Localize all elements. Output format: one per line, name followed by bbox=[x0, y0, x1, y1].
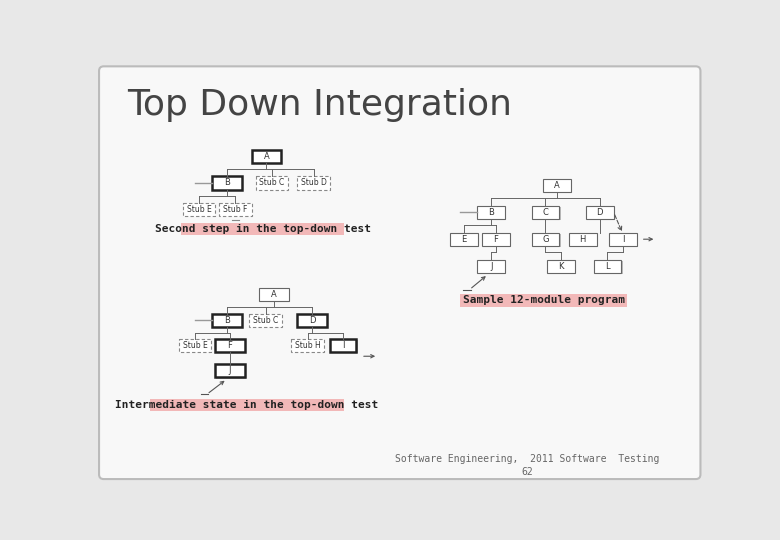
Bar bbox=[569, 233, 597, 246]
Text: D: D bbox=[309, 315, 315, 325]
Bar bbox=[252, 150, 281, 163]
Text: C: C bbox=[543, 208, 548, 217]
Bar bbox=[533, 234, 561, 247]
Bar bbox=[482, 233, 510, 246]
Bar bbox=[151, 399, 344, 411]
Bar bbox=[219, 204, 252, 217]
Bar bbox=[543, 179, 571, 192]
Text: K: K bbox=[558, 262, 564, 271]
Bar bbox=[179, 339, 211, 352]
Bar bbox=[477, 206, 505, 219]
Bar bbox=[212, 314, 242, 327]
Bar bbox=[214, 315, 243, 328]
Bar bbox=[214, 178, 243, 191]
Bar bbox=[250, 314, 282, 327]
Text: F: F bbox=[228, 341, 232, 350]
Bar bbox=[212, 177, 242, 190]
Bar bbox=[478, 207, 506, 220]
Bar bbox=[215, 339, 245, 352]
Bar bbox=[297, 177, 330, 190]
Bar bbox=[547, 260, 575, 273]
Text: Stub E: Stub E bbox=[183, 341, 207, 350]
Bar bbox=[477, 260, 505, 273]
Bar bbox=[183, 204, 215, 217]
Bar bbox=[531, 233, 559, 246]
Text: Stub E: Stub E bbox=[186, 205, 211, 214]
Bar bbox=[299, 315, 328, 328]
FancyBboxPatch shape bbox=[99, 66, 700, 479]
Text: A: A bbox=[555, 181, 560, 190]
Text: Intermediate state in the top-down test: Intermediate state in the top-down test bbox=[115, 400, 379, 410]
Bar bbox=[478, 261, 506, 274]
Bar bbox=[181, 222, 344, 235]
Bar bbox=[450, 233, 478, 246]
Bar bbox=[594, 260, 622, 273]
Bar bbox=[531, 206, 559, 219]
Bar bbox=[260, 288, 289, 301]
Bar bbox=[261, 289, 290, 302]
Text: Stub C: Stub C bbox=[253, 315, 278, 325]
Text: G: G bbox=[542, 235, 548, 244]
Text: L: L bbox=[605, 262, 610, 271]
Bar bbox=[452, 234, 479, 247]
Text: I: I bbox=[622, 235, 624, 244]
Bar bbox=[594, 261, 622, 274]
Bar bbox=[291, 339, 324, 352]
Text: A: A bbox=[271, 290, 277, 299]
Bar bbox=[256, 177, 288, 190]
Text: D: D bbox=[597, 208, 603, 217]
Bar bbox=[587, 207, 615, 220]
Text: Stub C: Stub C bbox=[259, 179, 285, 187]
Text: Sample 12-module program: Sample 12-module program bbox=[463, 295, 625, 306]
Bar bbox=[548, 261, 576, 274]
Bar bbox=[215, 364, 245, 377]
Bar bbox=[570, 234, 597, 247]
Bar bbox=[533, 207, 561, 220]
Bar bbox=[544, 180, 573, 193]
Bar bbox=[586, 206, 614, 219]
Text: B: B bbox=[224, 315, 230, 325]
Text: J: J bbox=[490, 262, 492, 271]
Text: Top Down Integration: Top Down Integration bbox=[127, 88, 512, 122]
Text: H: H bbox=[580, 235, 586, 244]
Bar bbox=[483, 234, 511, 247]
Bar bbox=[217, 366, 246, 379]
Text: I: I bbox=[342, 341, 345, 350]
Text: B: B bbox=[224, 179, 230, 187]
Text: J: J bbox=[229, 366, 232, 375]
Bar bbox=[330, 339, 356, 352]
Text: Stub D: Stub D bbox=[301, 179, 327, 187]
Text: E: E bbox=[462, 235, 466, 244]
Bar bbox=[253, 151, 282, 164]
Text: A: A bbox=[264, 152, 269, 160]
Bar bbox=[610, 234, 638, 247]
Text: Stub H: Stub H bbox=[295, 341, 321, 350]
Text: Second step in the top-down test: Second step in the top-down test bbox=[154, 224, 370, 234]
Bar bbox=[332, 340, 357, 353]
Bar bbox=[609, 233, 637, 246]
Text: F: F bbox=[494, 235, 498, 244]
Text: B: B bbox=[488, 208, 495, 217]
Bar bbox=[460, 294, 627, 307]
Text: Software Engineering,  2011 Software  Testing
62: Software Engineering, 2011 Software Test… bbox=[395, 454, 660, 477]
Bar bbox=[217, 340, 246, 353]
Bar bbox=[297, 314, 327, 327]
Text: Stub F: Stub F bbox=[223, 205, 247, 214]
